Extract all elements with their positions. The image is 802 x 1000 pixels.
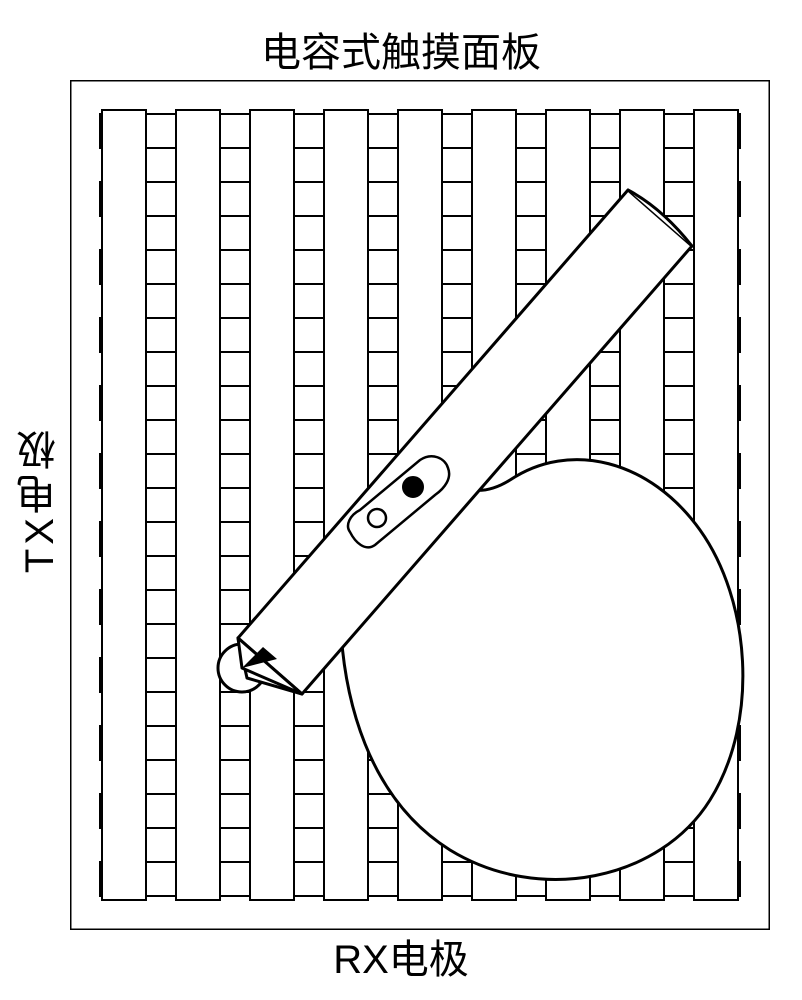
touch-panel-diagram bbox=[70, 80, 770, 930]
title-left: TX电极 bbox=[15, 0, 65, 1000]
title-left-text: TX电极 bbox=[11, 426, 69, 573]
title-bottom: RX电极 bbox=[0, 927, 802, 985]
title-top: 电容式触摸面板 bbox=[0, 20, 802, 78]
